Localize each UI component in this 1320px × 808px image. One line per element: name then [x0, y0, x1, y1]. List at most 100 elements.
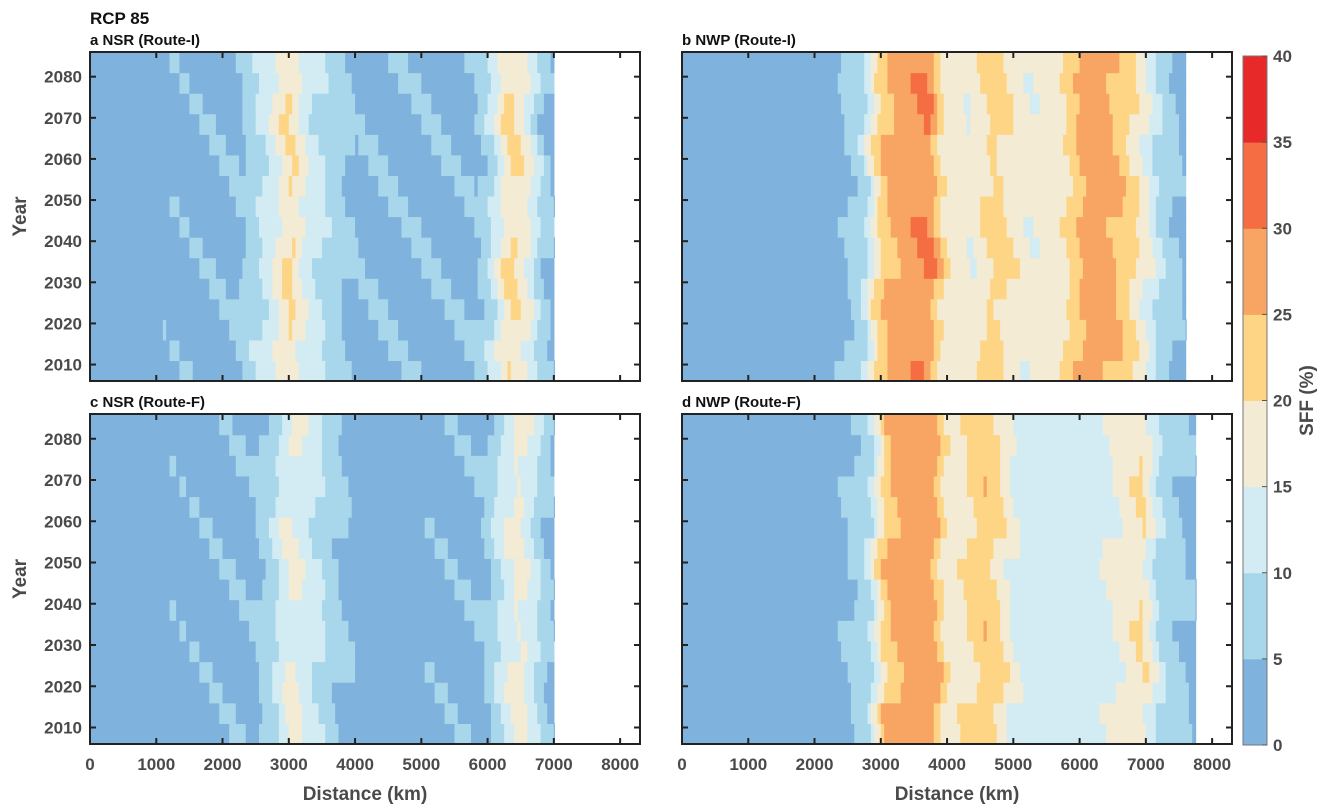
sff-cell [894, 93, 918, 115]
sff-cell [1145, 319, 1157, 341]
sff-cell [477, 278, 492, 300]
sff-cell [242, 360, 257, 381]
sff-cell [880, 237, 898, 259]
sff-cell [990, 558, 1004, 580]
sff-cell [497, 278, 505, 300]
sff-cell [1006, 517, 1021, 539]
sff-cell [533, 496, 555, 518]
sff-cell [90, 496, 190, 518]
sff-cell [1013, 113, 1067, 135]
sff-cell [510, 702, 528, 724]
sff-cell [533, 537, 545, 559]
sff-cell [880, 154, 935, 176]
sff-cell [219, 154, 240, 176]
sff-cell [315, 278, 343, 300]
sff-cell [504, 682, 525, 704]
sff-cell [500, 237, 512, 259]
sff-cell [1162, 496, 1180, 518]
sff-cell [484, 682, 495, 704]
sff-cell [890, 434, 942, 456]
sff-cell [870, 496, 879, 518]
sff-cell [1185, 319, 1187, 341]
sff-cell [510, 360, 528, 381]
sff-cell [487, 195, 502, 218]
sff-cell [537, 455, 552, 477]
sff-cell [1139, 175, 1150, 197]
x-tick-label: 3000 [270, 755, 308, 774]
sff-cell [1006, 278, 1071, 300]
sff-cell [90, 216, 181, 238]
sff-cell [870, 682, 879, 704]
sff-cell [533, 682, 545, 704]
sff-cell [524, 496, 535, 518]
sff-cell [682, 339, 845, 362]
sff-cell [1079, 154, 1120, 176]
sff-cell [421, 257, 442, 279]
sff-cell [282, 216, 306, 238]
sff-cell [90, 455, 171, 477]
sff-cell [311, 257, 366, 279]
sff-cell [1155, 319, 1187, 341]
sff-cell [285, 134, 297, 156]
sff-cell [986, 134, 998, 156]
sff-cell [980, 661, 1011, 683]
sff-cell [976, 682, 1004, 704]
sff-cell [933, 216, 942, 238]
sff-cell [331, 216, 356, 238]
sff-cell [504, 216, 532, 238]
sff-cell [1003, 339, 1064, 362]
sff-cell [398, 175, 456, 197]
sff-cell [255, 496, 277, 518]
sff-cell [494, 537, 505, 559]
sff-cell [1145, 360, 1157, 381]
sff-cell [1142, 154, 1154, 176]
sff-cell [543, 93, 555, 115]
sff-cell [255, 517, 270, 539]
sff-cell [325, 154, 346, 176]
sff-cell [940, 216, 981, 238]
sff-cell [504, 414, 515, 436]
sff-cell [1149, 339, 1157, 362]
sff-cell [258, 661, 273, 683]
sff-cell [302, 237, 323, 259]
sff-cell [272, 661, 287, 683]
sff-cell [943, 661, 951, 683]
sff-cell [90, 702, 220, 724]
sff-cell [880, 434, 885, 456]
sff-cell [368, 298, 389, 320]
sff-cell [444, 298, 465, 320]
sff-cell [966, 620, 985, 642]
colorbar-tick-label: 0 [1273, 736, 1282, 755]
sff-cell [870, 72, 875, 94]
sff-cell [847, 537, 865, 559]
sff-cell [870, 579, 879, 601]
y-tick-label: 2020 [44, 677, 82, 696]
sff-cell [268, 414, 283, 436]
sff-cell [887, 52, 935, 74]
sff-cell [341, 298, 369, 320]
sff-cell [1145, 723, 1157, 744]
sff-cell [1019, 537, 1104, 559]
sff-cell [937, 455, 945, 477]
sff-cell [897, 640, 938, 663]
sff-cell [537, 360, 555, 381]
sff-cell [537, 52, 552, 74]
sff-cell [527, 434, 542, 456]
sff-cell [268, 517, 280, 539]
sff-cell [880, 558, 932, 580]
sff-cell [229, 319, 263, 341]
sff-cell [524, 537, 535, 559]
sff-cell [500, 195, 528, 218]
sff-cell [278, 434, 290, 456]
sff-cell [1175, 93, 1187, 115]
sff-cell [494, 319, 502, 341]
sff-cell [874, 93, 882, 115]
sff-cell [292, 175, 306, 197]
sff-cell [1066, 93, 1081, 115]
sff-cell [245, 134, 267, 156]
sff-cell [1178, 496, 1197, 518]
sff-cell [1132, 360, 1147, 381]
sff-cell [215, 257, 244, 279]
sff-cell [950, 257, 971, 279]
sff-cell [1135, 319, 1147, 341]
